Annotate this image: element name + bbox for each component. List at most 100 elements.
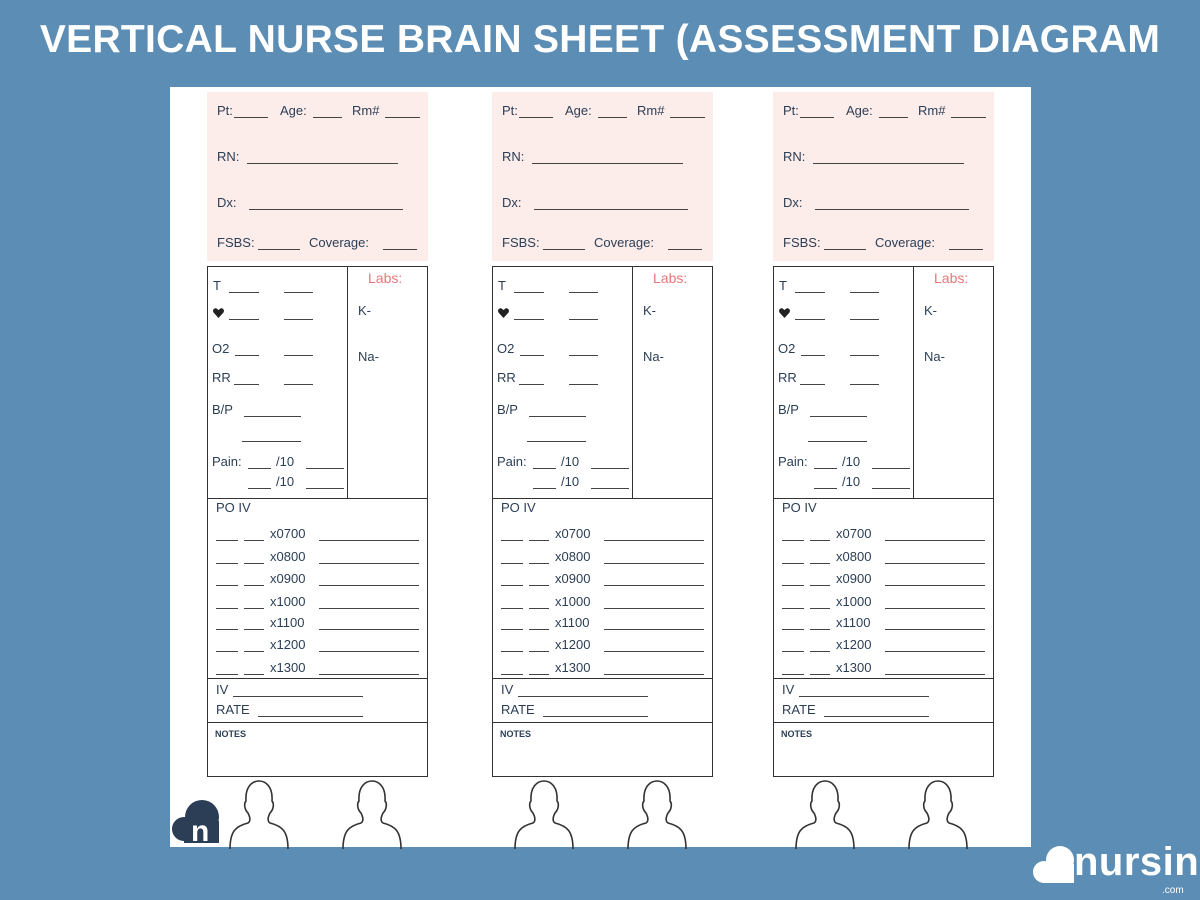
blank-line[interactable]	[529, 608, 549, 609]
blank-line[interactable]	[501, 674, 523, 675]
blank-line[interactable]	[668, 249, 702, 250]
blank-line[interactable]	[808, 441, 867, 442]
blank-line[interactable]	[872, 468, 910, 469]
blank-line[interactable]	[244, 651, 264, 652]
blank-line[interactable]	[529, 540, 549, 541]
blank-line[interactable]	[244, 585, 264, 586]
blank-line[interactable]	[824, 249, 866, 250]
blank-line[interactable]	[799, 696, 929, 697]
blank-line[interactable]	[385, 117, 420, 118]
blank-line[interactable]	[242, 441, 301, 442]
blank-line[interactable]	[569, 355, 598, 356]
blank-line[interactable]	[235, 355, 259, 356]
blank-line[interactable]	[529, 629, 549, 630]
blank-line[interactable]	[782, 563, 804, 564]
blank-line[interactable]	[885, 608, 985, 609]
blank-line[interactable]	[229, 292, 259, 293]
blank-line[interactable]	[229, 319, 259, 320]
blank-line[interactable]	[810, 629, 830, 630]
blank-line[interactable]	[813, 163, 964, 164]
blank-line[interactable]	[782, 540, 804, 541]
blank-line[interactable]	[872, 488, 910, 489]
blank-line[interactable]	[795, 319, 825, 320]
blank-line[interactable]	[216, 540, 238, 541]
blank-line[interactable]	[569, 292, 598, 293]
blank-line[interactable]	[795, 292, 825, 293]
blank-line[interactable]	[216, 608, 238, 609]
blank-line[interactable]	[824, 716, 929, 717]
blank-line[interactable]	[284, 319, 313, 320]
blank-line[interactable]	[529, 416, 586, 417]
blank-line[interactable]	[234, 117, 268, 118]
blank-line[interactable]	[248, 468, 271, 469]
blank-line[interactable]	[533, 468, 556, 469]
blank-line[interactable]	[810, 585, 830, 586]
blank-line[interactable]	[244, 416, 301, 417]
blank-line[interactable]	[885, 585, 985, 586]
blank-line[interactable]	[284, 355, 313, 356]
blank-line[interactable]	[534, 209, 688, 210]
blank-line[interactable]	[782, 585, 804, 586]
blank-line[interactable]	[529, 674, 549, 675]
blank-line[interactable]	[319, 651, 419, 652]
blank-line[interactable]	[501, 608, 523, 609]
blank-line[interactable]	[383, 249, 417, 250]
blank-line[interactable]	[216, 563, 238, 564]
blank-line[interactable]	[782, 608, 804, 609]
blank-line[interactable]	[258, 249, 300, 250]
blank-line[interactable]	[501, 651, 523, 652]
blank-line[interactable]	[247, 163, 398, 164]
blank-line[interactable]	[532, 163, 683, 164]
blank-line[interactable]	[244, 629, 264, 630]
blank-line[interactable]	[244, 608, 264, 609]
blank-line[interactable]	[598, 117, 627, 118]
blank-line[interactable]	[604, 608, 704, 609]
blank-line[interactable]	[306, 488, 344, 489]
blank-line[interactable]	[313, 117, 342, 118]
blank-line[interactable]	[879, 117, 908, 118]
blank-line[interactable]	[885, 540, 985, 541]
blank-line[interactable]	[543, 716, 648, 717]
blank-line[interactable]	[234, 384, 259, 385]
blank-line[interactable]	[284, 384, 313, 385]
blank-line[interactable]	[248, 488, 271, 489]
blank-line[interactable]	[604, 585, 704, 586]
blank-line[interactable]	[949, 249, 983, 250]
blank-line[interactable]	[519, 117, 553, 118]
blank-line[interactable]	[319, 585, 419, 586]
blank-line[interactable]	[501, 540, 523, 541]
blank-line[interactable]	[604, 674, 704, 675]
blank-line[interactable]	[800, 117, 834, 118]
blank-line[interactable]	[815, 209, 969, 210]
blank-line[interactable]	[233, 696, 363, 697]
blank-line[interactable]	[850, 292, 879, 293]
blank-line[interactable]	[591, 468, 629, 469]
blank-line[interactable]	[782, 674, 804, 675]
blank-line[interactable]	[604, 563, 704, 564]
blank-line[interactable]	[800, 384, 825, 385]
blank-line[interactable]	[501, 585, 523, 586]
blank-line[interactable]	[814, 488, 837, 489]
blank-line[interactable]	[810, 416, 867, 417]
blank-line[interactable]	[850, 384, 879, 385]
blank-line[interactable]	[951, 117, 986, 118]
blank-line[interactable]	[801, 355, 825, 356]
blank-line[interactable]	[782, 629, 804, 630]
blank-line[interactable]	[814, 468, 837, 469]
blank-line[interactable]	[810, 674, 830, 675]
blank-line[interactable]	[258, 716, 363, 717]
blank-line[interactable]	[810, 608, 830, 609]
blank-line[interactable]	[520, 355, 544, 356]
blank-line[interactable]	[543, 249, 585, 250]
blank-line[interactable]	[850, 355, 879, 356]
blank-line[interactable]	[569, 384, 598, 385]
blank-line[interactable]	[885, 629, 985, 630]
blank-line[interactable]	[810, 651, 830, 652]
blank-line[interactable]	[604, 540, 704, 541]
blank-line[interactable]	[529, 651, 549, 652]
blank-line[interactable]	[885, 563, 985, 564]
blank-line[interactable]	[518, 696, 648, 697]
blank-line[interactable]	[501, 629, 523, 630]
blank-line[interactable]	[529, 585, 549, 586]
blank-line[interactable]	[604, 651, 704, 652]
